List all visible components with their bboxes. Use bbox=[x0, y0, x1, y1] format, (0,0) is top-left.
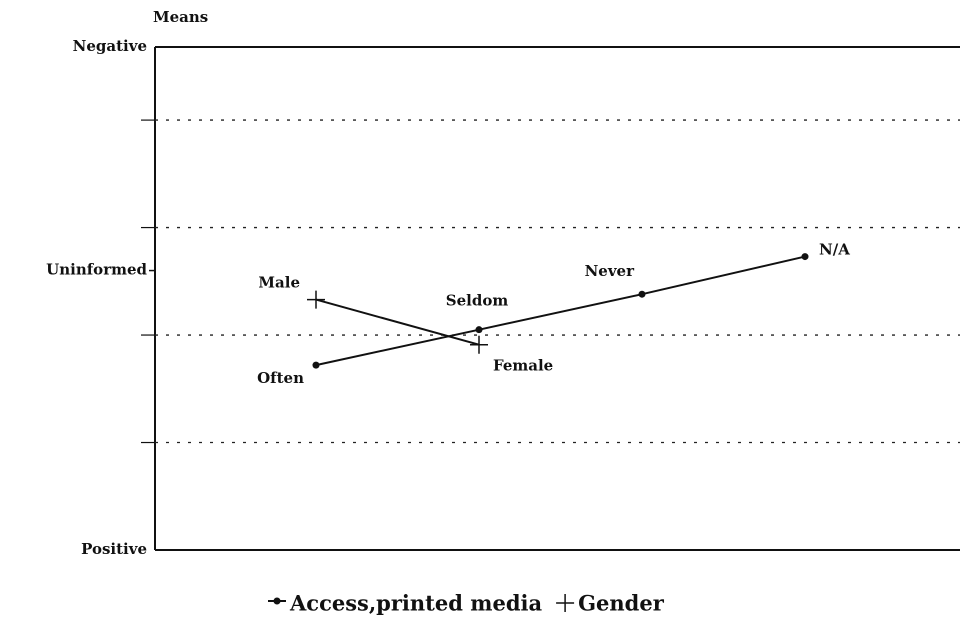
series-line bbox=[315, 298, 480, 346]
y-axis-title: Means bbox=[153, 8, 208, 26]
point bbox=[475, 326, 483, 334]
point-label: Seldom bbox=[446, 292, 509, 310]
point-label: N/A bbox=[819, 241, 850, 259]
point bbox=[312, 361, 320, 369]
y-tick-label: Uninformed bbox=[46, 261, 147, 279]
series-line bbox=[315, 255, 806, 367]
legend-marker bbox=[273, 597, 281, 605]
legend-label: Gender bbox=[578, 591, 665, 616]
legend-label: Access,printed media bbox=[289, 591, 542, 616]
point bbox=[801, 253, 809, 261]
y-tick-label: Positive bbox=[81, 540, 147, 558]
point-label: Female bbox=[493, 357, 553, 375]
legend-marker bbox=[556, 594, 575, 612]
y-tick-label: Negative bbox=[73, 37, 147, 55]
point-label: Male bbox=[258, 274, 300, 292]
point bbox=[307, 290, 325, 309]
point-label: Often bbox=[257, 369, 304, 387]
point bbox=[638, 290, 646, 298]
point bbox=[470, 335, 488, 354]
point-label: Never bbox=[585, 262, 636, 280]
